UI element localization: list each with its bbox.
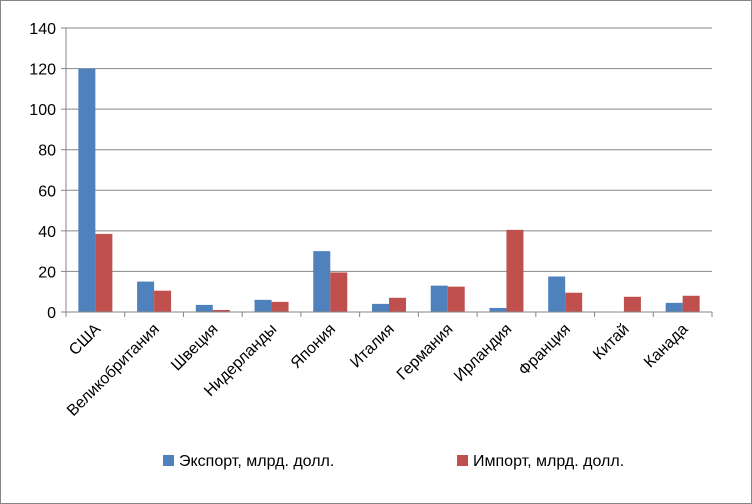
bar-export [665, 302, 683, 312]
gridlines [66, 27, 712, 272]
bar-import [271, 301, 289, 312]
bar-import [447, 286, 465, 312]
y-tick-label: 0 [47, 305, 56, 322]
bar-export [195, 304, 213, 312]
bar-import [623, 296, 641, 312]
y-tick-label: 80 [38, 143, 56, 160]
y-axis-tick-labels: 0 20 40 60 80 100 120 140 [29, 21, 66, 322]
x-category-label: Ирландия [451, 321, 515, 385]
bar-import [95, 233, 113, 312]
bar-import [330, 272, 348, 312]
legend-swatch [163, 455, 174, 466]
bar-export [254, 299, 272, 312]
bar-import [389, 297, 406, 312]
legend: Экспорт, млрд. долл. Импорт, млрд. долл. [163, 453, 624, 470]
bar-import [506, 229, 524, 312]
x-category-label: Швеция [168, 321, 221, 374]
axes [65, 28, 712, 313]
bar-export [78, 68, 96, 312]
x-category-label: Япония [288, 321, 339, 372]
legend-swatch [457, 455, 468, 466]
bar-import [682, 295, 700, 312]
bar-export [548, 276, 566, 312]
x-category-label: Германия [394, 321, 457, 384]
x-category-label: Канада [641, 321, 691, 371]
x-category-label: Италия [347, 321, 398, 372]
y-tick-label: 100 [29, 102, 56, 119]
x-axis-tick-marks [65, 312, 713, 317]
y-tick-label: 60 [38, 183, 56, 200]
bars [78, 68, 700, 312]
x-category-label: США [66, 321, 104, 359]
bar-export [313, 251, 331, 312]
legend-label: Импорт, млрд. долл. [473, 453, 624, 470]
bar-export [489, 307, 507, 312]
legend-label: Экспорт, млрд. долл. [179, 453, 334, 470]
bar-import [154, 290, 172, 312]
bar-import [565, 292, 583, 312]
bar-import [212, 309, 230, 312]
y-tick-label: 20 [38, 264, 56, 281]
bar-export [430, 285, 448, 312]
bar-export [372, 303, 389, 312]
y-tick-label: 140 [29, 21, 56, 38]
x-category-label: Китай [590, 321, 633, 364]
y-tick-label: 120 [29, 62, 56, 79]
x-category-label: Франция [516, 321, 574, 379]
y-tick-label: 40 [38, 224, 56, 241]
bar-export [137, 281, 155, 312]
